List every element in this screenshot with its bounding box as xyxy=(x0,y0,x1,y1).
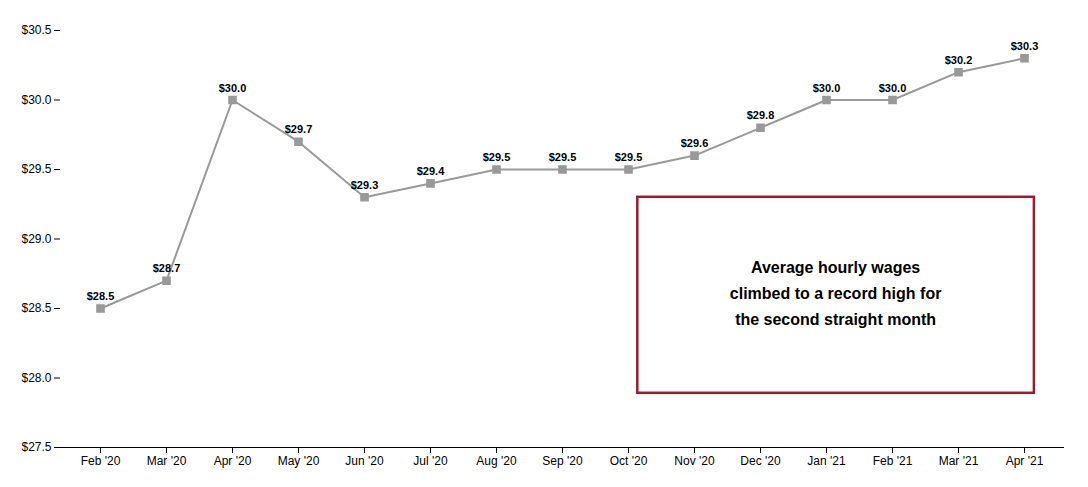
svg-text:$30.2: $30.2 xyxy=(945,54,973,66)
svg-text:$29.5: $29.5 xyxy=(549,151,577,163)
svg-text:Jul '20: Jul '20 xyxy=(413,454,448,468)
svg-text:$29.0: $29.0 xyxy=(21,232,51,246)
svg-text:$29.6: $29.6 xyxy=(681,137,709,149)
svg-text:Oct '20: Oct '20 xyxy=(610,454,648,468)
svg-text:$30.0: $30.0 xyxy=(813,82,841,94)
svg-text:Jun '20: Jun '20 xyxy=(345,454,384,468)
svg-text:$29.4: $29.4 xyxy=(417,165,445,177)
svg-text:$30.0: $30.0 xyxy=(879,82,907,94)
svg-text:$28.5: $28.5 xyxy=(87,290,115,302)
svg-text:$27.5: $27.5 xyxy=(21,440,51,454)
svg-text:$29.5: $29.5 xyxy=(21,162,51,176)
svg-text:Jan '21: Jan '21 xyxy=(807,454,846,468)
svg-text:Feb '20: Feb '20 xyxy=(81,454,121,468)
svg-text:Feb '21: Feb '21 xyxy=(873,454,913,468)
svg-text:$30.3: $30.3 xyxy=(1011,40,1039,52)
svg-text:$29.8: $29.8 xyxy=(747,109,775,121)
svg-text:Nov '20: Nov '20 xyxy=(674,454,715,468)
svg-text:$29.5: $29.5 xyxy=(483,151,511,163)
svg-text:$29.7: $29.7 xyxy=(285,123,313,135)
svg-text:May '20: May '20 xyxy=(278,454,320,468)
svg-text:Average hourly wagesclimbed to: Average hourly wagesclimbed to a record … xyxy=(730,259,942,328)
svg-text:$28.0: $28.0 xyxy=(21,371,51,385)
svg-text:$29.5: $29.5 xyxy=(615,151,643,163)
svg-text:$28.7: $28.7 xyxy=(153,262,181,274)
svg-text:Dec '20: Dec '20 xyxy=(740,454,781,468)
svg-text:$30.0: $30.0 xyxy=(21,93,51,107)
svg-text:Mar '20: Mar '20 xyxy=(147,454,187,468)
svg-text:Mar '21: Mar '21 xyxy=(939,454,979,468)
svg-text:Apr '20: Apr '20 xyxy=(214,454,252,468)
svg-text:Sep '20: Sep '20 xyxy=(542,454,583,468)
svg-text:$30.0: $30.0 xyxy=(219,82,247,94)
svg-text:$29.3: $29.3 xyxy=(351,179,379,191)
svg-text:$28.5: $28.5 xyxy=(21,301,51,315)
svg-text:$30.5: $30.5 xyxy=(21,23,51,37)
svg-text:Aug '20: Aug '20 xyxy=(476,454,517,468)
svg-text:Apr '21: Apr '21 xyxy=(1006,454,1044,468)
